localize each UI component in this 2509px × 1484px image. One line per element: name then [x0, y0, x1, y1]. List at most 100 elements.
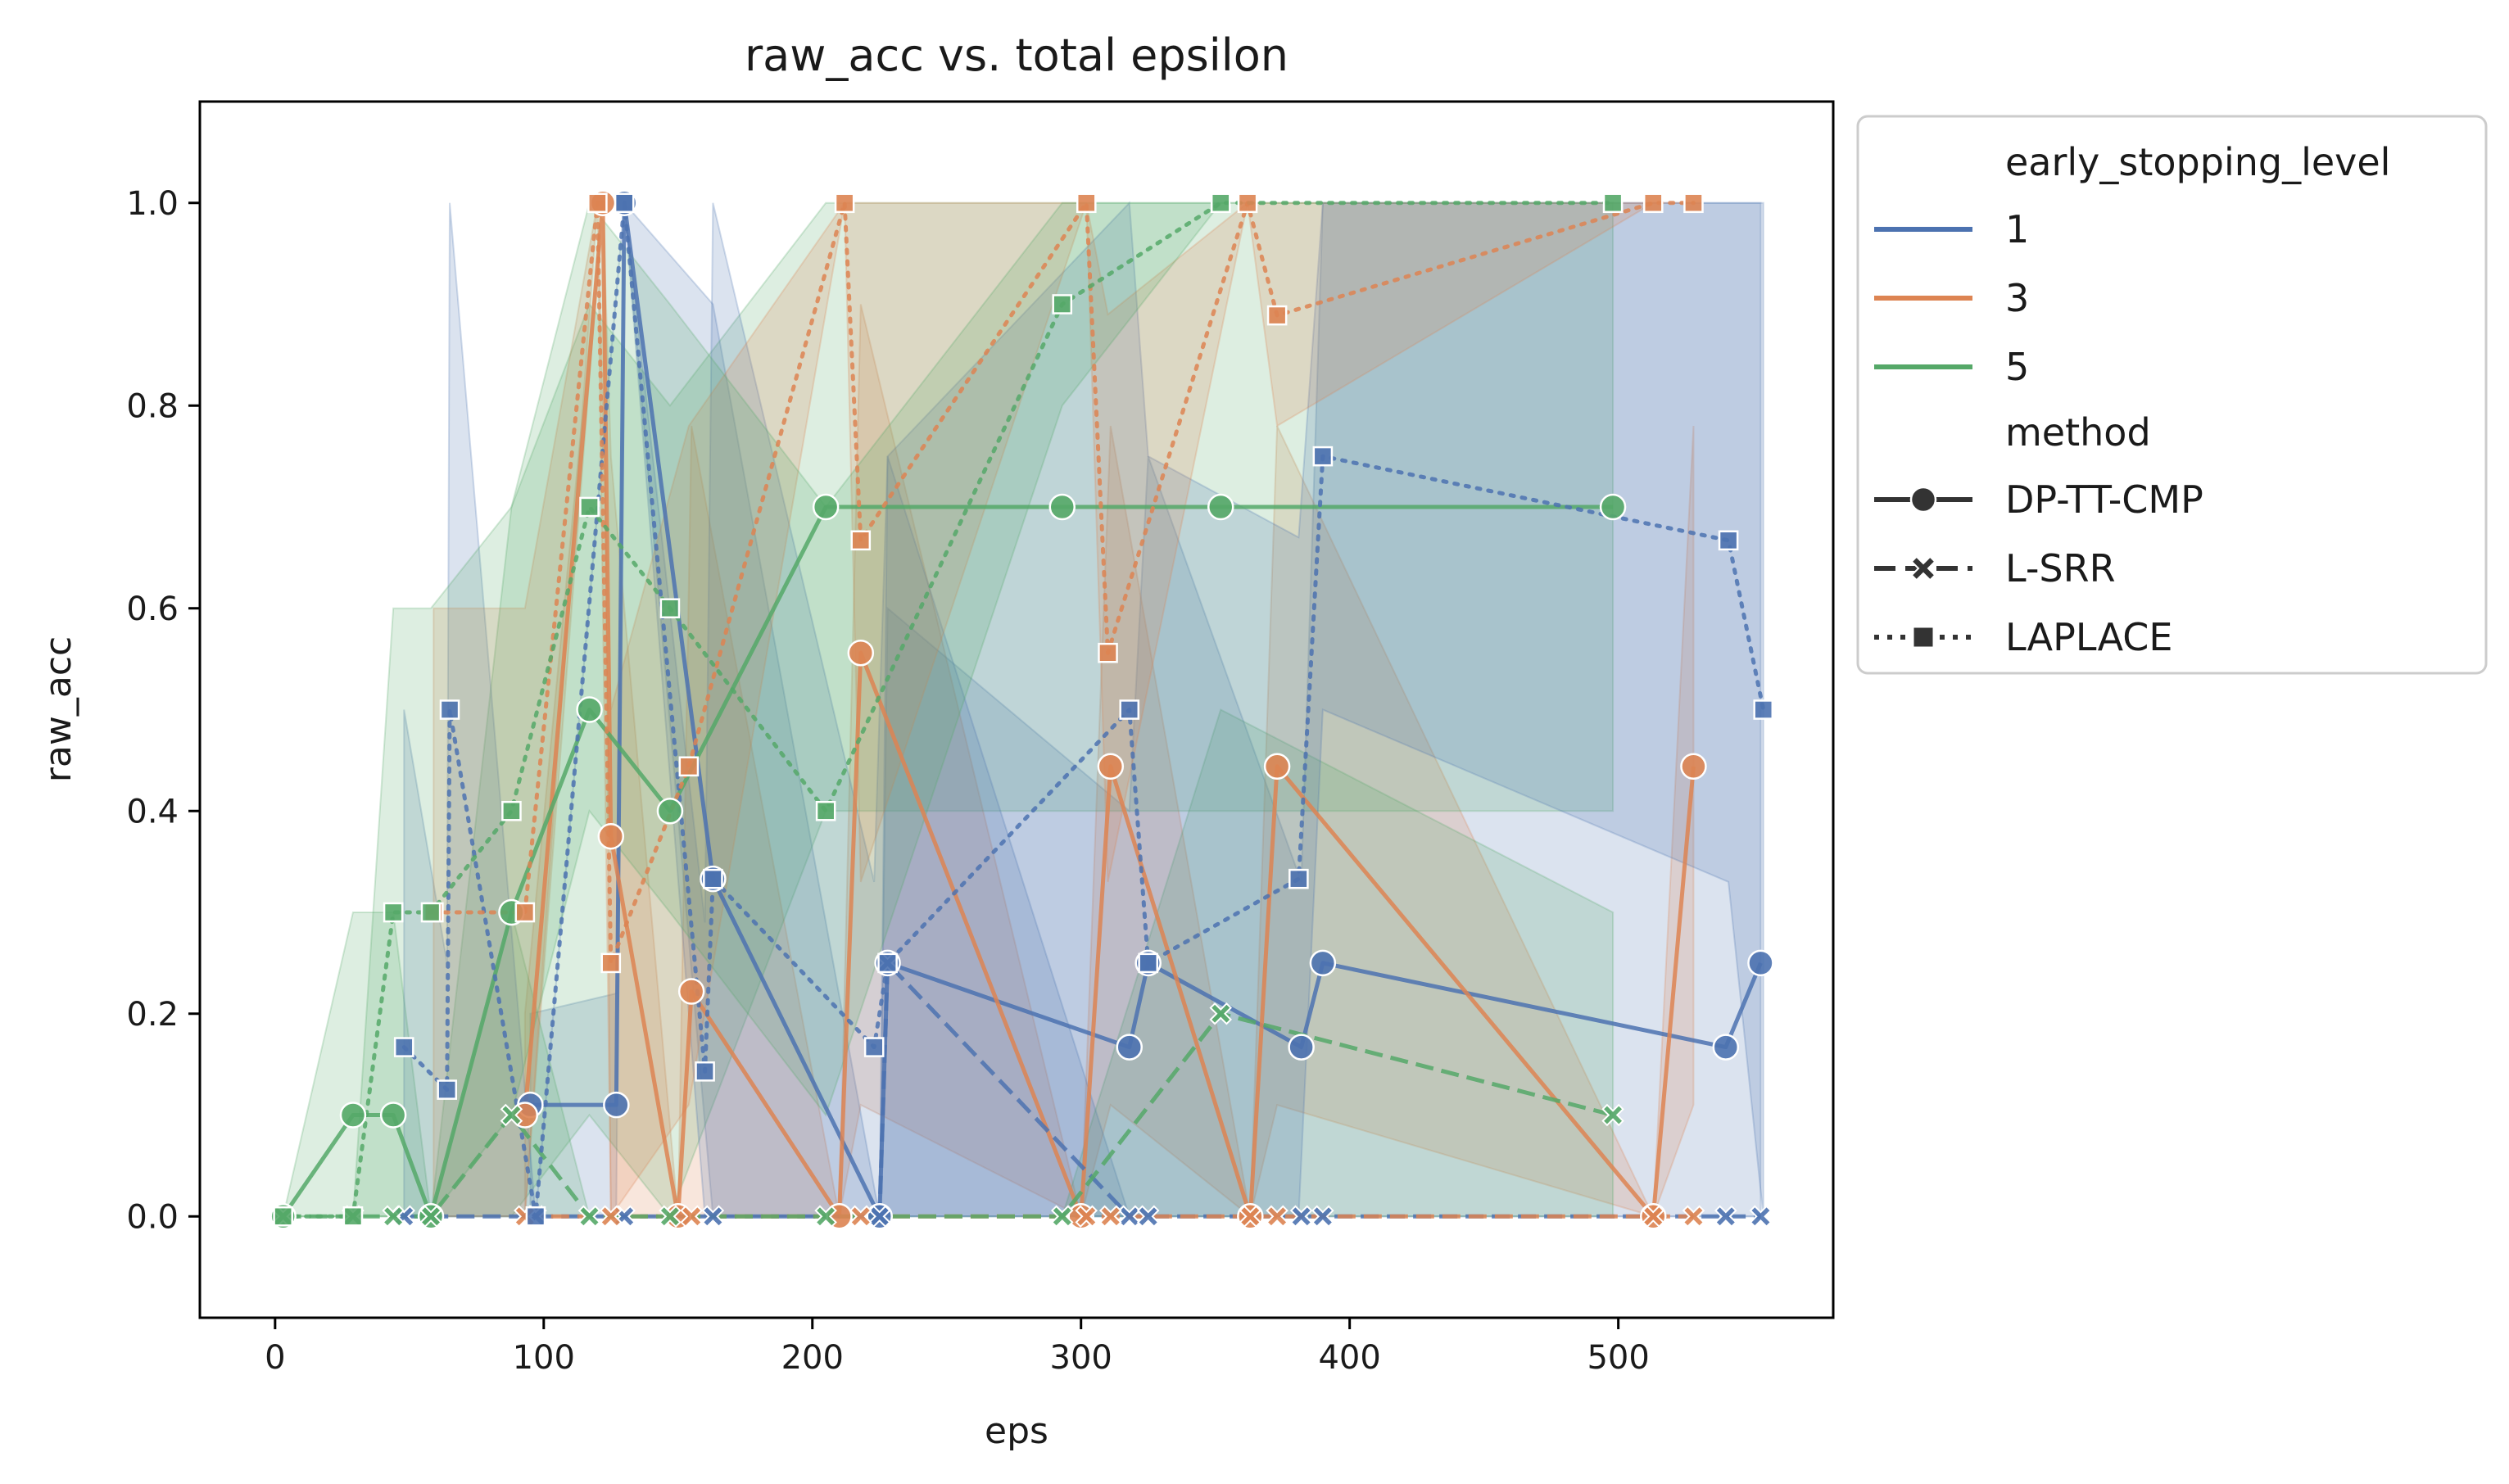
point-level-3-l-srr [1682, 1205, 1705, 1228]
x-axis-label: eps [985, 1410, 1048, 1452]
point-level-3-l-srr [1266, 1205, 1288, 1228]
point-level-5-laplace [579, 496, 600, 518]
point-level-5-dp-tt-cmp [656, 798, 684, 825]
legend-marker-laplace [1912, 626, 1935, 649]
legend: early_stopping_level method 1 3 5 DP-TT-CMP… [1856, 115, 2488, 675]
point-level-3-laplace [1642, 192, 1664, 214]
point-level-3-dp-tt-cmp [1097, 753, 1125, 780]
point-level-1-laplace [1312, 446, 1334, 467]
point-level-1-dp-tt-cmp [1747, 949, 1774, 977]
y-axis: 0.0 0.2 0.4 0.6 0.8 1.0 [126, 185, 200, 1236]
point-level-3-l-srr [849, 1205, 872, 1228]
legend-hue-title: early_stopping_level [2005, 140, 2390, 184]
point-level-1-laplace [1138, 952, 1159, 974]
point-level-5-dp-tt-cmp [339, 1102, 367, 1129]
y-tick-label: 1.0 [126, 185, 179, 223]
point-level-1-laplace [439, 699, 460, 720]
point-level-5-laplace [1052, 294, 1073, 314]
point-level-5-l-srr [814, 1205, 837, 1228]
point-level-3-dp-tt-cmp [597, 822, 625, 850]
point-level-1-dp-tt-cmp [1309, 949, 1337, 977]
legend-label-level-1: 1 [2005, 207, 2029, 251]
point-level-1-laplace [695, 1061, 715, 1082]
y-tick-label: 0.2 [126, 996, 179, 1034]
point-level-1-dp-tt-cmp [1116, 1034, 1143, 1061]
point-level-5-laplace [273, 1206, 293, 1227]
legend-label-dp-tt-cmp: DP-TT-CMP [2005, 477, 2203, 522]
series-markers [269, 189, 1774, 1230]
x-tick-label: 500 [1587, 1339, 1649, 1377]
point-level-1-laplace [1753, 699, 1774, 720]
x-axis: 0 100 200 300 400 500 [265, 1318, 1650, 1377]
point-level-1-laplace [877, 952, 898, 974]
point-level-5-l-srr [1209, 1002, 1233, 1025]
point-level-3-dp-tt-cmp [847, 639, 875, 667]
point-level-5-laplace [1602, 192, 1624, 214]
x-tick-label: 300 [1050, 1339, 1112, 1377]
line-level-5-laplace [281, 201, 1615, 1219]
legend-style-title: method [2005, 410, 2151, 455]
confidence-bands [282, 201, 1764, 1219]
x-tick-label: 100 [513, 1339, 575, 1377]
point-level-1-l-srr [1311, 1205, 1334, 1228]
point-level-3-l-srr [1239, 1205, 1262, 1228]
point-level-5-laplace [420, 902, 442, 923]
point-level-5-laplace [1210, 192, 1231, 214]
point-level-1-l-srr [1136, 1205, 1160, 1228]
line-level-1-dp-tt-cmp [530, 201, 1763, 1219]
y-axis-label: raw_acc [38, 636, 79, 782]
point-level-1-laplace [614, 192, 635, 214]
point-level-1-dp-tt-cmp [603, 1091, 630, 1119]
point-level-1-l-srr [1714, 1205, 1737, 1228]
x-tick-label: 200 [781, 1339, 844, 1377]
point-level-3-laplace [1098, 642, 1118, 663]
point-level-3-laplace [1237, 192, 1258, 214]
chart-title: raw_acc vs. total epsilon [745, 29, 1288, 81]
point-level-3-l-srr [1075, 1205, 1098, 1228]
legend-label-laplace: LAPLACE [2005, 615, 2172, 659]
point-level-3-l-srr [1099, 1205, 1122, 1228]
point-level-5-laplace [342, 1206, 364, 1227]
point-level-1-l-srr [1289, 1205, 1313, 1228]
legend-marker-dp-tt-cmp [1909, 486, 1937, 514]
point-level-1-dp-tt-cmp [1712, 1034, 1740, 1061]
point-level-5-dp-tt-cmp [812, 493, 840, 521]
point-level-3-l-srr [600, 1205, 623, 1228]
point-level-1-laplace [863, 1037, 885, 1057]
point-level-5-l-srr [659, 1205, 682, 1228]
point-level-3-laplace [834, 192, 855, 214]
point-level-5-l-srr [382, 1205, 405, 1228]
point-level-5-l-srr [1050, 1205, 1074, 1228]
y-tick-label: 0.8 [126, 387, 179, 425]
point-level-5-dp-tt-cmp [1599, 493, 1627, 521]
point-level-3-laplace [1683, 192, 1704, 214]
y-tick-label: 0.0 [126, 1198, 179, 1236]
point-level-5-l-srr [419, 1205, 442, 1228]
point-level-3-l-srr [1642, 1205, 1665, 1228]
y-tick-label: 0.6 [126, 590, 179, 628]
point-level-5-dp-tt-cmp [576, 696, 603, 723]
point-level-1-laplace [1288, 868, 1309, 889]
point-level-3-laplace [678, 756, 700, 777]
point-level-1-l-srr [701, 1205, 725, 1228]
point-level-3-l-srr [680, 1205, 703, 1228]
point-level-1-laplace [525, 1206, 546, 1227]
legend-label-l-srr: L-SRR [2005, 546, 2116, 590]
point-level-3-dp-tt-cmp [677, 978, 705, 1005]
point-level-5-l-srr [577, 1205, 601, 1228]
point-level-1-laplace [437, 1079, 458, 1100]
point-level-5-laplace [815, 800, 836, 821]
point-level-1-laplace [703, 868, 723, 889]
point-level-5-dp-tt-cmp [1048, 493, 1076, 521]
point-level-5-dp-tt-cmp [1207, 493, 1234, 521]
point-level-5-l-srr [500, 1103, 523, 1127]
point-level-3-laplace [850, 530, 872, 551]
point-level-3-laplace [514, 902, 536, 923]
x-tick-label: 0 [265, 1339, 285, 1377]
point-level-5-laplace [501, 800, 522, 821]
point-level-3-dp-tt-cmp [1263, 753, 1291, 780]
point-level-1-laplace [393, 1037, 414, 1057]
legend-label-level-3: 3 [2005, 276, 2029, 320]
point-level-5-dp-tt-cmp [379, 1102, 407, 1129]
